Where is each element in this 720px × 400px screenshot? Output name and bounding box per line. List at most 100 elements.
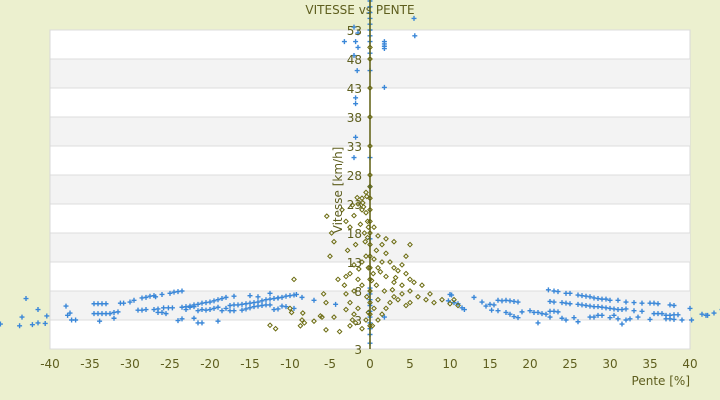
data-point xyxy=(347,299,353,306)
data-point xyxy=(347,322,353,329)
data-point xyxy=(705,312,711,318)
data-point xyxy=(619,321,625,327)
data-point xyxy=(545,287,551,293)
data-point xyxy=(163,311,169,317)
data-point xyxy=(355,266,362,272)
data-point xyxy=(455,302,461,309)
data-point xyxy=(383,235,389,242)
data-point xyxy=(359,199,366,206)
data-point xyxy=(199,320,205,326)
data-point xyxy=(431,299,437,306)
data-point xyxy=(379,241,385,248)
data-point xyxy=(615,297,621,303)
data-point xyxy=(239,307,245,313)
data-point xyxy=(563,317,569,323)
data-point xyxy=(354,194,361,201)
data-point xyxy=(451,296,457,303)
y-tick-label: 18 xyxy=(347,227,362,241)
data-point xyxy=(351,261,357,268)
data-point xyxy=(395,296,401,303)
data-point xyxy=(44,313,50,319)
data-point xyxy=(479,299,485,305)
data-point xyxy=(627,316,633,322)
data-point xyxy=(551,299,557,305)
y-tick-label: 3 xyxy=(354,343,362,357)
data-point xyxy=(427,290,433,297)
x-tick-label: 35 xyxy=(642,357,657,371)
data-point xyxy=(555,309,561,315)
data-point xyxy=(207,307,213,313)
data-point xyxy=(339,206,345,213)
x-tick-label: -15 xyxy=(240,357,260,371)
data-point xyxy=(383,250,389,257)
data-point xyxy=(375,317,381,323)
data-point xyxy=(571,315,577,321)
data-point xyxy=(511,314,517,320)
data-point xyxy=(411,15,417,21)
data-point xyxy=(255,294,261,300)
data-point xyxy=(375,232,381,239)
data-point xyxy=(283,304,289,310)
data-point xyxy=(363,317,369,323)
data-point xyxy=(489,307,495,313)
data-point xyxy=(423,296,429,303)
data-point xyxy=(607,297,613,303)
data-point xyxy=(288,309,295,316)
data-point xyxy=(341,282,348,289)
x-tick-label: 25 xyxy=(562,357,577,371)
data-point xyxy=(675,312,681,318)
data-point xyxy=(379,259,385,265)
data-point xyxy=(395,267,401,274)
data-point xyxy=(363,193,370,200)
data-point xyxy=(351,24,357,30)
data-point xyxy=(335,276,341,283)
data-point xyxy=(320,290,327,297)
data-point xyxy=(17,323,23,329)
data-point xyxy=(351,311,357,318)
chart-title: VITESSE vs PENTE xyxy=(305,3,414,17)
data-point xyxy=(351,53,357,59)
y-tick-label: 8 xyxy=(354,285,362,299)
data-point xyxy=(215,297,221,303)
data-point xyxy=(299,294,305,300)
data-point xyxy=(67,310,73,316)
data-point xyxy=(381,314,387,320)
data-point xyxy=(359,195,365,202)
data-point xyxy=(361,230,368,236)
data-point xyxy=(371,256,377,263)
data-point xyxy=(407,276,413,283)
data-point xyxy=(323,213,330,220)
data-point xyxy=(153,294,159,300)
data-point xyxy=(311,297,317,303)
data-point xyxy=(359,282,365,289)
data-point xyxy=(375,264,381,271)
data-point xyxy=(267,302,273,308)
data-point xyxy=(399,290,405,297)
data-point xyxy=(377,268,384,275)
data-point xyxy=(319,314,325,321)
data-point xyxy=(291,276,297,283)
x-axis-label: Pente [%] xyxy=(632,374,690,388)
y-tick-label: 23 xyxy=(347,198,362,212)
data-point xyxy=(354,68,360,74)
data-point xyxy=(115,309,121,315)
data-point xyxy=(461,307,467,313)
data-point xyxy=(231,308,237,314)
data-point xyxy=(503,309,509,315)
data-point xyxy=(349,317,356,323)
data-point xyxy=(447,300,453,307)
data-point xyxy=(215,318,221,324)
data-point xyxy=(103,301,109,307)
data-point xyxy=(515,299,521,305)
data-point xyxy=(371,224,377,231)
data-point xyxy=(639,300,645,306)
data-point xyxy=(355,276,361,283)
data-point xyxy=(275,306,281,312)
data-point xyxy=(407,241,413,248)
data-point xyxy=(297,322,304,329)
data-point xyxy=(159,309,165,315)
data-point xyxy=(179,316,185,322)
data-point xyxy=(347,224,353,231)
data-point xyxy=(535,320,541,326)
x-tick-label: -25 xyxy=(160,357,180,371)
